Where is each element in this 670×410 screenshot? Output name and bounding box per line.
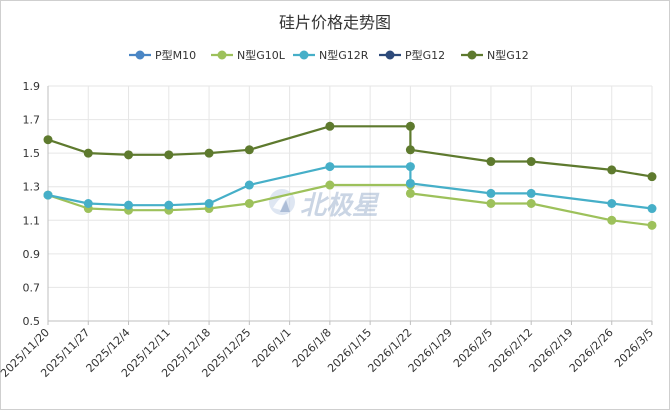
legend-label: N型G12R xyxy=(319,48,369,62)
data-point xyxy=(405,121,415,131)
data-point xyxy=(83,148,93,158)
data-point xyxy=(486,157,496,167)
data-point xyxy=(405,188,415,198)
y-tick-label: 0.5 xyxy=(23,315,41,328)
legend[interactable]: P型M10 N型G10L N型G12R P型G12 N型G12 xyxy=(129,48,529,62)
y-tick-label: 0.7 xyxy=(23,281,41,294)
x-axis: 2025/11/202025/11/272025/12/42025/12/112… xyxy=(0,321,656,380)
data-point xyxy=(43,190,53,200)
y-axis: 0.5 0.7 0.9 1.1 1.3 1.5 1.7 1.9 xyxy=(23,80,41,328)
x-tick-label: 2026/1/1 xyxy=(250,326,294,370)
data-point xyxy=(647,172,657,182)
data-point xyxy=(405,162,415,172)
data-point xyxy=(164,150,174,160)
legend-item[interactable]: P型G12 xyxy=(379,48,445,62)
y-tick-label: 1.3 xyxy=(23,181,41,194)
legend-item[interactable]: N型G12 xyxy=(461,48,529,62)
data-point xyxy=(124,150,134,160)
y-tick-label: 1.5 xyxy=(23,147,41,160)
watermark: 北极星 xyxy=(269,189,380,221)
legend-label: N型G10L xyxy=(237,48,286,62)
data-point xyxy=(325,121,335,131)
data-point xyxy=(164,200,174,210)
data-point xyxy=(526,199,536,208)
data-point xyxy=(607,199,617,208)
data-point xyxy=(607,215,617,225)
y-tick-label: 1.1 xyxy=(23,214,41,227)
y-tick-label: 0.9 xyxy=(23,248,41,261)
data-point xyxy=(124,200,134,210)
legend-label: N型G12 xyxy=(487,48,529,62)
data-point xyxy=(244,145,254,155)
series-lines xyxy=(43,121,657,230)
y-tick-label: 1.9 xyxy=(23,80,41,93)
data-point xyxy=(526,188,536,198)
data-point xyxy=(325,162,335,172)
legend-marker-icon xyxy=(217,50,227,60)
x-tick-label: 2026/2/26 xyxy=(567,326,616,375)
legend-label: P型M10 xyxy=(155,48,196,62)
chart-title: 硅片价格走势图 xyxy=(279,13,391,32)
data-point xyxy=(405,178,415,188)
data-point xyxy=(244,180,254,190)
legend-marker-icon xyxy=(467,50,477,60)
x-tick-label: 2026/3/5 xyxy=(612,326,656,370)
data-point xyxy=(647,220,657,230)
data-point xyxy=(244,199,254,208)
data-point xyxy=(43,135,53,145)
data-point xyxy=(405,145,415,155)
data-point xyxy=(607,165,617,175)
series-line-4 xyxy=(47,125,653,178)
legend-marker-icon xyxy=(135,50,145,60)
legend-item[interactable]: N型G10L xyxy=(211,48,286,62)
legend-label: P型G12 xyxy=(405,48,445,62)
data-point xyxy=(204,199,214,208)
data-point xyxy=(204,148,214,158)
data-point xyxy=(486,188,496,198)
data-point xyxy=(526,157,536,167)
legend-item[interactable]: P型M10 xyxy=(129,48,196,62)
data-point xyxy=(83,199,93,208)
legend-marker-icon xyxy=(385,50,395,60)
y-tick-label: 1.7 xyxy=(23,114,41,127)
legend-item[interactable]: N型G12R xyxy=(293,48,369,62)
x-tick-label: 2026/1/29 xyxy=(406,326,455,375)
legend-marker-icon xyxy=(299,50,309,60)
data-point xyxy=(486,199,496,208)
data-point xyxy=(325,180,335,190)
watermark-text: 北极星 xyxy=(300,191,380,221)
data-point xyxy=(647,204,657,214)
